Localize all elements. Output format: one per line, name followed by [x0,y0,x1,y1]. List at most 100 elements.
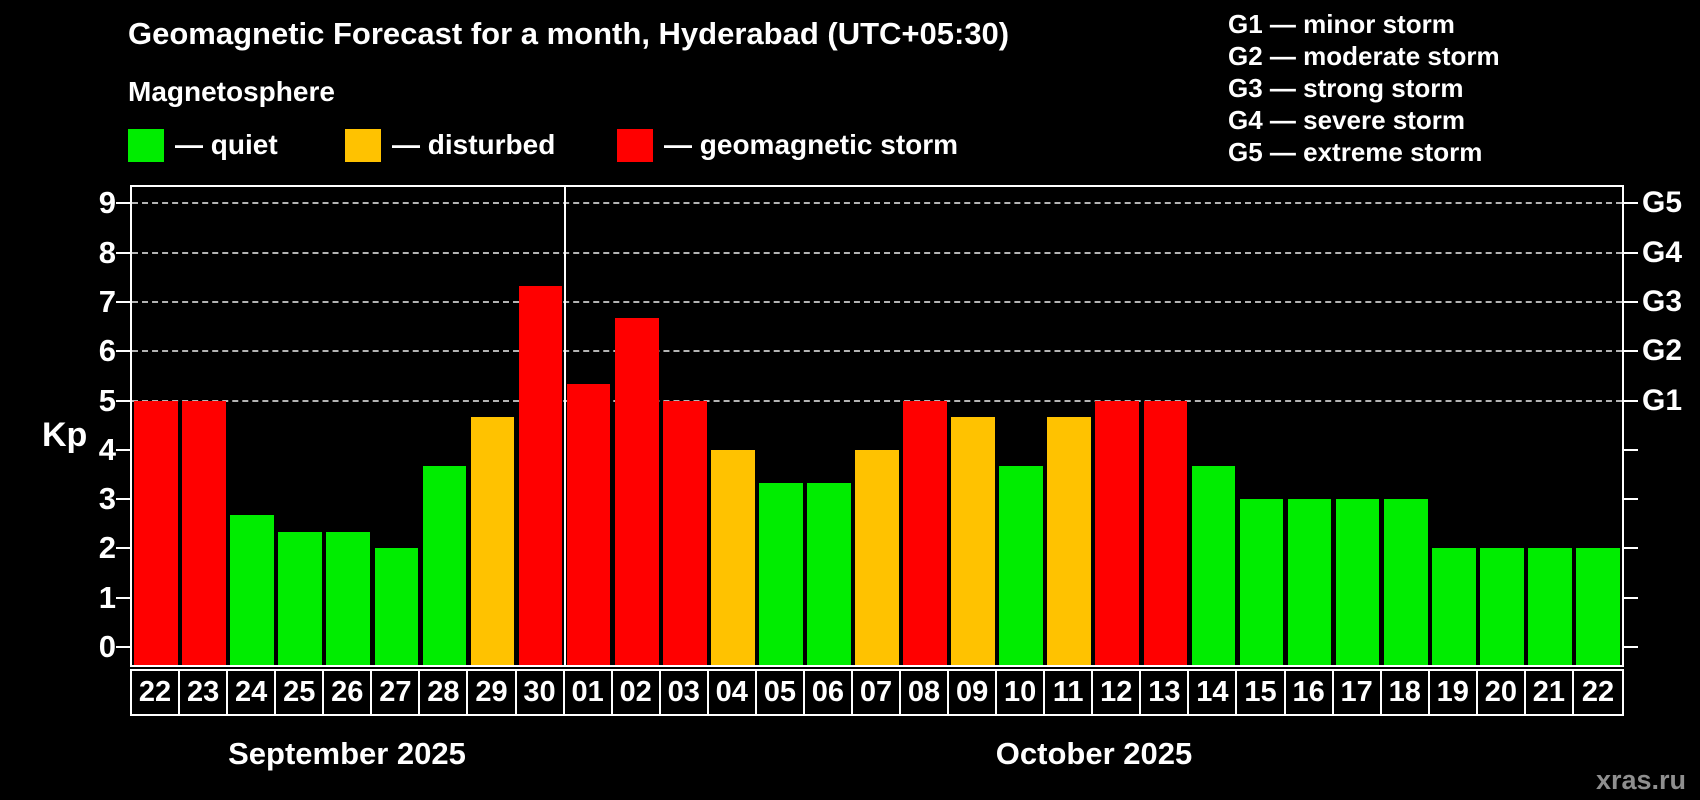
day-cell-oct-10: 10 [997,671,1046,714]
bar-oct-05 [759,482,803,665]
day-cell-oct-05: 05 [757,671,805,714]
axis-tick-tick-l-kp8 [116,251,130,254]
day-cell-oct-09: 09 [949,671,998,714]
axis-tick-tick-r-kp2 [1624,547,1638,550]
bar-oct-11 [1047,416,1092,665]
axis-tick-tick-r-kp5 [1624,399,1638,402]
axis-tick-tick-l-kp1 [116,596,130,599]
y-tick-label-8: 8 [98,234,116,270]
axis-tick-tick-l-kp5 [116,399,130,402]
g-axis-labels: G1 G2 G3 G4 G5 [1642,185,1700,667]
day-cell-oct-01: 01 [565,671,613,714]
day-cell-oct-04: 04 [709,671,757,714]
bar-sep-22 [134,400,178,665]
day-cell-sep-28: 28 [420,671,469,714]
day-cell-oct-11: 11 [1045,671,1094,714]
gridline-kp6 [132,350,1622,353]
y-tick-label-0: 0 [98,629,116,664]
day-cell-oct-22: 22 [1581,676,1615,708]
bar-sep-30 [518,285,563,665]
day-cell-oct-03: 03 [661,671,709,714]
day-cell-sep-23: 23 [180,671,229,714]
storm-scale-g4: G4 — severe storm [1228,105,1466,135]
day-cell-oct-17: 17 [1334,671,1382,714]
bar-oct-06 [807,482,851,665]
day-cell-sep-29: 29 [468,671,517,714]
bar-oct-07 [855,449,899,665]
g-label-g2: G2 [1642,334,1683,368]
day-cell-oct-12: 12 [1093,671,1142,714]
g-label-g1: G1 [1642,383,1683,417]
day-cell-oct-06: 06 [805,671,853,714]
month-label-september: September 2025 [228,736,466,771]
bar-oct-10 [999,466,1044,665]
bar-oct-14 [1191,466,1236,665]
day-cell-oct-08: 08 [901,671,950,714]
storm-scale-g2: G2 — moderate storm [1228,41,1500,71]
bar-sep-24 [230,515,274,665]
bar-oct-20 [1480,548,1524,665]
day-cell-sep-24: 24 [228,671,277,714]
bar-oct-09 [951,416,995,665]
bar-sep-25 [278,532,323,665]
bar-oct-02 [614,318,659,665]
disturbed-color-swatch [345,128,381,162]
quiet-color-swatch [128,128,164,162]
bar-oct-15 [1239,499,1284,665]
bar-sep-28 [422,466,467,665]
day-cell-sep-25: 25 [276,671,325,714]
bar-sep-26 [326,532,371,665]
day-cell-oct-18: 18 [1382,671,1430,714]
axis-tick-tick-l-kp6 [116,350,130,353]
y-axis-tick-labels: 0 1 2 3 4 5 6 7 8 9 [30,185,116,667]
month-separator [563,187,566,665]
g-label-g4: G4 [1642,235,1683,269]
bar-sep-27 [374,548,419,665]
month-label-october: October 2025 [995,736,1193,771]
y-tick-label-7: 7 [98,283,116,319]
chart-title: Geomagnetic Forecast for a month, Hydera… [128,16,1010,51]
day-cell-oct-13: 13 [1141,671,1190,714]
g-label-g5: G5 [1642,186,1683,220]
gridline-kp7 [132,300,1622,303]
day-cell-oct-07: 07 [853,671,902,714]
day-cell-oct-19: 19 [1430,671,1478,714]
bar-oct-19 [1431,548,1476,665]
bar-oct-04 [710,449,755,665]
bar-oct-22 [1576,548,1620,665]
bar-oct-12 [1095,400,1140,665]
axis-tick-tick-l-kp3 [116,498,130,501]
g-label-g3: G3 [1642,284,1683,318]
storm-scale-g5: G5 — extreme storm [1228,137,1483,167]
storm-color-swatch [617,128,653,162]
axis-tick-tick-l-kp7 [116,300,130,303]
day-cell-sep-30: 30 [517,671,565,714]
plot-area [116,185,1638,667]
axis-tick-tick-l-kp9 [116,202,130,205]
day-cell-oct-20: 20 [1478,671,1526,714]
gridline-kp9 [132,202,1622,205]
day-cell-oct-02: 02 [613,671,661,714]
y-tick-label-2: 2 [98,530,116,566]
storm-scale-legend: G1 — minor storm G2 — moderate storm G3 … [1228,8,1500,168]
bar-oct-01 [566,384,611,665]
legend-item-storm: — geomagnetic storm [617,128,958,162]
y-tick-label-5: 5 [98,382,116,418]
axis-tick-tick-r-kp3 [1624,498,1638,501]
y-tick-label-6: 6 [98,333,116,369]
day-cell-oct-16: 16 [1286,671,1334,714]
bar-oct-18 [1383,499,1428,665]
day-cell-oct-15: 15 [1237,671,1286,714]
axis-tick-tick-r-kp7 [1624,300,1638,303]
storm-scale-g3: G3 — strong storm [1228,73,1464,103]
legend-label-disturbed: — disturbed [392,129,556,160]
day-cell-oct-14: 14 [1189,671,1238,714]
watermark: xras.ru [1595,765,1686,795]
axis-tick-tick-r-kp8 [1624,251,1638,254]
axis-tick-tick-r-kp4 [1624,448,1638,451]
axis-tick-tick-l-kp2 [116,547,130,550]
axis-tick-tick-r-kp1 [1624,596,1638,599]
axis-tick-tick-l-kp0 [116,646,130,648]
legend-item-disturbed: — disturbed [345,128,555,162]
bar-oct-16 [1287,499,1332,665]
